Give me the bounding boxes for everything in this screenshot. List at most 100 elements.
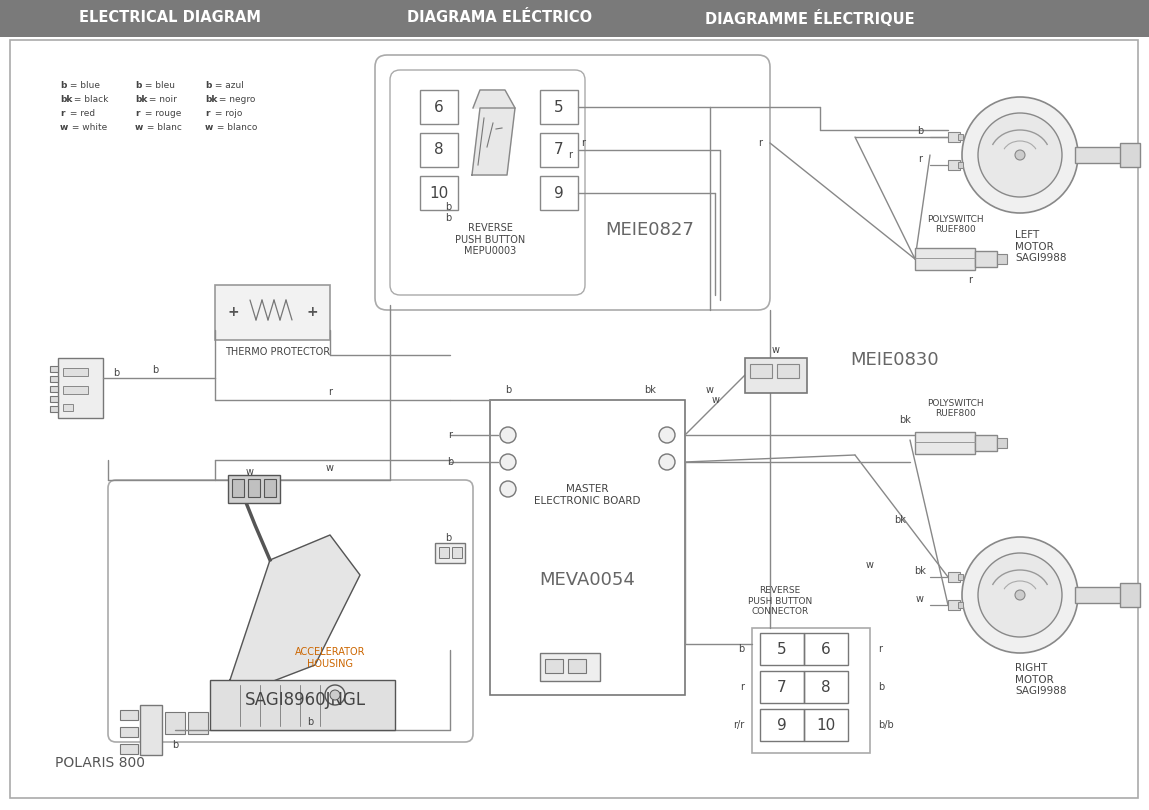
Text: 8: 8	[822, 680, 831, 694]
Text: = blanco: = blanco	[214, 122, 257, 131]
Text: 5: 5	[554, 100, 564, 114]
Bar	[777, 364, 799, 378]
Text: 7: 7	[554, 143, 564, 157]
Circle shape	[962, 537, 1078, 653]
Polygon shape	[472, 108, 515, 175]
Text: = negro: = negro	[216, 95, 255, 104]
Bar	[751, 628, 870, 753]
Bar	[540, 133, 578, 167]
Text: MEVA0054: MEVA0054	[540, 571, 635, 589]
Text: b: b	[447, 457, 453, 467]
Bar	[759, 671, 804, 703]
Bar	[976, 435, 997, 451]
Text: bk: bk	[645, 385, 656, 395]
Text: b: b	[172, 740, 178, 750]
Bar	[759, 709, 804, 741]
Text: REVERSE
PUSH BUTTON
MEPU0003: REVERSE PUSH BUTTON MEPU0003	[455, 223, 525, 256]
Bar	[421, 90, 458, 124]
Bar	[421, 176, 458, 210]
Bar	[568, 659, 586, 673]
Polygon shape	[473, 90, 515, 108]
Bar	[421, 133, 458, 167]
Text: b: b	[152, 365, 159, 375]
Text: THERMO PROTECTOR: THERMO PROTECTOR	[225, 347, 330, 357]
Text: = blanc: = blanc	[144, 122, 182, 131]
Bar	[804, 671, 848, 703]
Bar	[540, 176, 578, 210]
Bar	[439, 547, 449, 558]
Text: r: r	[448, 430, 452, 440]
Bar	[958, 162, 963, 168]
Text: b: b	[134, 80, 141, 89]
Bar	[140, 705, 162, 755]
Text: r: r	[758, 138, 762, 148]
Circle shape	[500, 427, 516, 443]
Text: w: w	[916, 594, 924, 604]
Text: b/b: b/b	[878, 720, 894, 730]
Text: RIGHT
MOTOR
SAGI9988: RIGHT MOTOR SAGI9988	[1015, 663, 1066, 697]
Text: POLARIS 800: POLARIS 800	[55, 756, 145, 770]
Circle shape	[1015, 150, 1025, 160]
Bar	[51, 366, 57, 372]
Text: MEIE0827: MEIE0827	[606, 221, 694, 239]
Bar	[119, 710, 138, 720]
Text: r: r	[967, 275, 972, 285]
Bar	[915, 248, 976, 270]
Text: w: w	[772, 345, 780, 355]
Text: b: b	[445, 213, 452, 223]
Text: +: +	[228, 305, 239, 319]
Text: b: b	[917, 126, 923, 136]
Text: w: w	[246, 467, 254, 477]
Text: w: w	[866, 560, 874, 570]
Circle shape	[1015, 590, 1025, 600]
Bar	[804, 633, 848, 665]
Text: b: b	[445, 202, 452, 212]
Bar	[51, 376, 57, 382]
Bar	[165, 712, 185, 734]
Text: b: b	[738, 644, 745, 654]
Bar	[958, 574, 963, 580]
Bar	[745, 358, 807, 393]
Text: r: r	[568, 150, 572, 160]
Bar	[540, 653, 600, 681]
Bar	[51, 396, 57, 402]
Text: +: +	[306, 305, 318, 319]
Text: = bleu: = bleu	[142, 80, 175, 89]
Bar	[188, 712, 208, 734]
Bar	[452, 547, 462, 558]
Text: b: b	[504, 385, 511, 395]
Text: 6: 6	[822, 642, 831, 656]
Text: = azul: = azul	[213, 80, 244, 89]
Circle shape	[962, 97, 1078, 213]
Text: = black: = black	[71, 95, 108, 104]
Text: bk: bk	[915, 566, 926, 576]
Bar	[248, 479, 260, 497]
Text: bk: bk	[899, 415, 911, 425]
Text: w: w	[205, 122, 214, 131]
Text: 9: 9	[554, 185, 564, 201]
Bar	[750, 364, 772, 378]
Bar	[51, 386, 57, 392]
Polygon shape	[230, 535, 360, 690]
Bar	[264, 479, 276, 497]
Text: w: w	[705, 385, 714, 395]
Bar	[958, 602, 963, 608]
Bar	[948, 572, 961, 582]
Bar	[545, 659, 563, 673]
Text: w: w	[134, 122, 144, 131]
Bar	[435, 543, 465, 563]
Bar	[232, 479, 244, 497]
Circle shape	[500, 481, 516, 497]
Text: = blue: = blue	[67, 80, 100, 89]
Bar	[1120, 583, 1140, 607]
Text: SAGI8960JNGL: SAGI8960JNGL	[245, 691, 365, 709]
Circle shape	[500, 454, 516, 470]
Text: w: w	[712, 395, 720, 405]
Text: = white: = white	[69, 122, 107, 131]
Text: b: b	[60, 80, 67, 89]
Bar	[976, 251, 997, 267]
Text: MEIE0830: MEIE0830	[850, 351, 940, 369]
Bar	[759, 633, 804, 665]
Text: r: r	[878, 644, 882, 654]
Circle shape	[325, 685, 345, 705]
